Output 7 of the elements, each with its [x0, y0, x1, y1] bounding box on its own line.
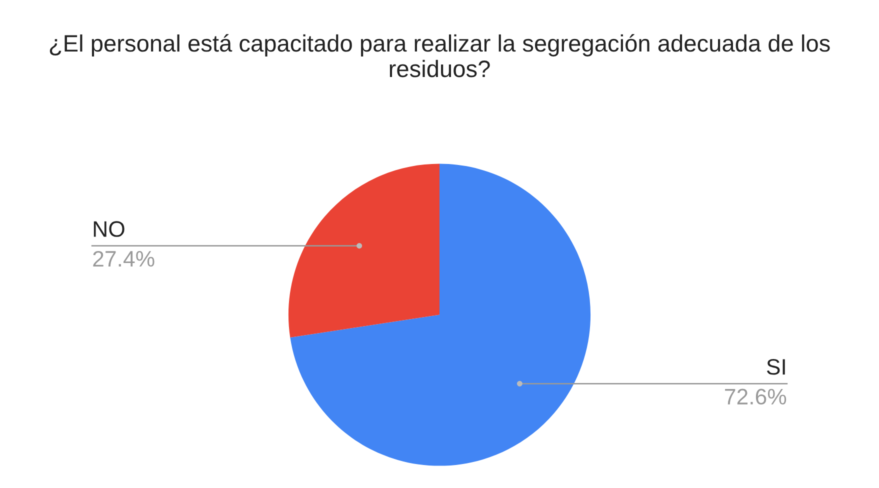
pie-slice [288, 164, 440, 338]
data-label: 72.6% [725, 388, 786, 405]
data-label: 27.4% [93, 250, 154, 267]
pie-slice [290, 164, 591, 466]
slice-label: SI [766, 359, 785, 375]
slice-label: NO [94, 221, 124, 237]
chart-title: ¿El personal está capacitado para realizar la segregación adecuada de los residuos? [50, 34, 830, 78]
